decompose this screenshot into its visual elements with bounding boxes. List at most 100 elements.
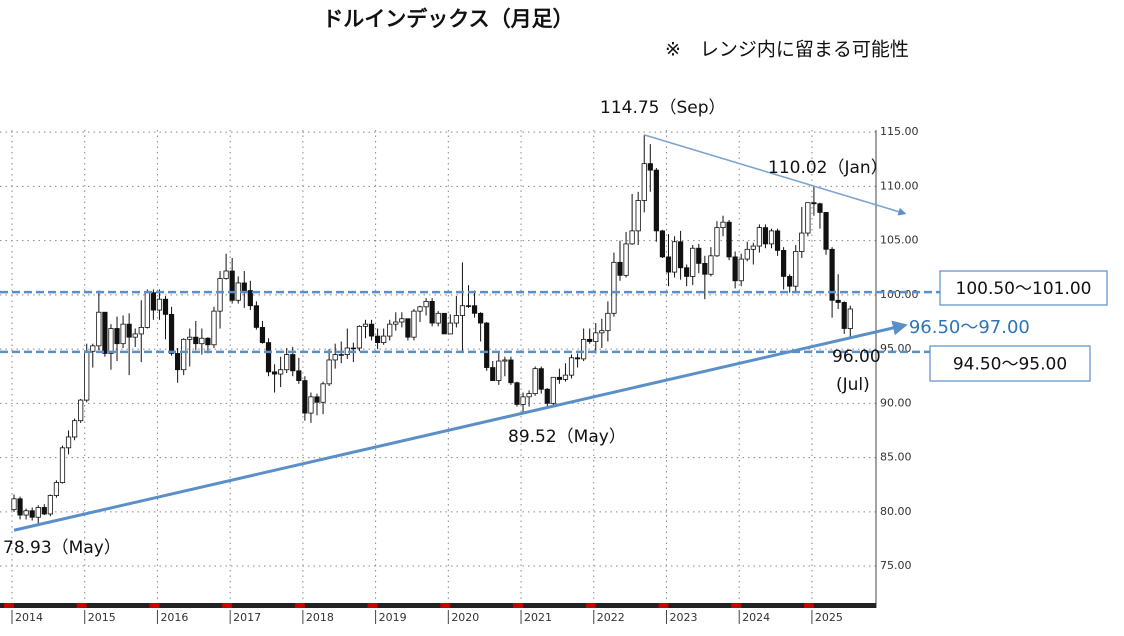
- x-axis-band-mark: [149, 603, 160, 608]
- candle-body: [829, 248, 835, 301]
- candle-body: [429, 300, 435, 324]
- candle-body: [326, 359, 332, 385]
- candle-body: [684, 267, 690, 277]
- x-axis-band-mark: [731, 603, 742, 608]
- candle-body: [65, 436, 72, 449]
- candle-body: [368, 323, 375, 337]
- annotation: 78.93（May）: [3, 538, 121, 558]
- candle-body: [847, 308, 853, 329]
- candle-body: [520, 396, 526, 405]
- candle-body: [350, 347, 356, 350]
- candle-body: [387, 323, 393, 337]
- candle-body: [708, 255, 714, 275]
- candle-body: [423, 300, 429, 308]
- candle-body: [714, 227, 720, 257]
- candle-body: [338, 354, 344, 356]
- x-tick-label: 2024: [742, 611, 770, 624]
- candle-body: [265, 342, 272, 373]
- candle-body: [593, 332, 599, 342]
- annotation: 110.02（Jan）: [768, 158, 888, 178]
- candle-body: [750, 245, 756, 250]
- candle-body: [696, 247, 702, 264]
- candle-body: [284, 354, 290, 371]
- candle-body: [587, 338, 593, 342]
- candle-body: [605, 312, 611, 332]
- candle-body: [738, 258, 744, 282]
- subtitle: ※ レンジ内に留まる可能性: [665, 39, 909, 61]
- candle-body: [659, 230, 666, 258]
- candle-body: [229, 270, 235, 301]
- candle-body: [435, 312, 441, 324]
- candle-body: [162, 298, 169, 315]
- candle-body: [211, 310, 217, 346]
- candle-body: [302, 380, 308, 414]
- candle-body: [678, 241, 684, 269]
- candle-body: [187, 336, 193, 340]
- x-axis-band-mark: [294, 603, 305, 608]
- chart-title: ドルインデックス（月足）: [322, 7, 573, 31]
- candle-body: [362, 323, 369, 327]
- candle-body: [417, 306, 423, 312]
- candle-body: [726, 221, 732, 258]
- candle-body: [181, 338, 187, 371]
- annotation: (Jul): [836, 375, 870, 395]
- candle-body: [405, 318, 411, 338]
- x-axis-band-mark: [803, 603, 814, 608]
- x-tick-label: 2018: [306, 611, 334, 624]
- candle-body: [762, 227, 769, 245]
- candle-body: [247, 290, 253, 307]
- candle-body: [550, 376, 556, 404]
- x-axis-band-mark: [76, 603, 87, 608]
- candle-body: [817, 203, 823, 213]
- candle-body: [744, 248, 750, 260]
- candle-body: [278, 369, 284, 375]
- candle-body: [702, 263, 708, 275]
- x-axis-band-mark: [440, 603, 451, 608]
- x-tick-label: 2019: [379, 611, 407, 624]
- candle-body: [114, 328, 120, 345]
- candle-body: [768, 230, 775, 245]
- candle-body: [102, 311, 108, 354]
- candle-body: [453, 315, 459, 324]
- candle-body: [720, 221, 726, 229]
- candle-body: [459, 305, 466, 316]
- x-axis-band-mark: [4, 603, 14, 608]
- y-tick-label: 115.00: [880, 125, 919, 138]
- candle-body: [835, 299, 841, 303]
- candle-body: [793, 251, 799, 287]
- y-tick-label: 95.00: [880, 342, 912, 355]
- x-tick-label: 2015: [88, 611, 116, 624]
- candle-body: [526, 393, 532, 398]
- annotation: 89.52（May）: [508, 427, 626, 447]
- candle-body: [23, 510, 29, 516]
- candle-body: [484, 322, 490, 368]
- candle-body: [653, 169, 659, 232]
- trendline: [644, 134, 907, 216]
- candle-body: [478, 312, 484, 324]
- candle-body: [271, 371, 278, 375]
- x-tick-label: 2020: [451, 611, 479, 624]
- candle-body: [374, 335, 381, 344]
- y-tick-label: 105.00: [880, 234, 919, 247]
- candle-body: [611, 261, 617, 314]
- candle-body: [156, 298, 163, 311]
- candle-body: [108, 328, 114, 354]
- candle-body: [72, 420, 78, 438]
- annotation: 96.00: [832, 347, 881, 367]
- x-axis-band-mark: [585, 603, 596, 608]
- annotation: 114.75（Sep）: [600, 98, 726, 118]
- candle-body: [805, 202, 811, 234]
- candle-body: [59, 447, 66, 483]
- x-axis-band-mark: [658, 603, 669, 608]
- candle-body: [756, 227, 762, 247]
- candle-body: [29, 510, 35, 518]
- x-tick-label: 2021: [524, 611, 552, 624]
- candle-body: [787, 276, 793, 287]
- candle-body: [393, 321, 399, 325]
- candle-body: [96, 311, 102, 347]
- y-tick-label: 80.00: [880, 505, 912, 518]
- x-tick-label: 2025: [815, 611, 843, 624]
- x-axis-band-mark: [367, 603, 378, 608]
- candle-body: [647, 163, 653, 171]
- y-tick-label: 100.00: [880, 288, 919, 301]
